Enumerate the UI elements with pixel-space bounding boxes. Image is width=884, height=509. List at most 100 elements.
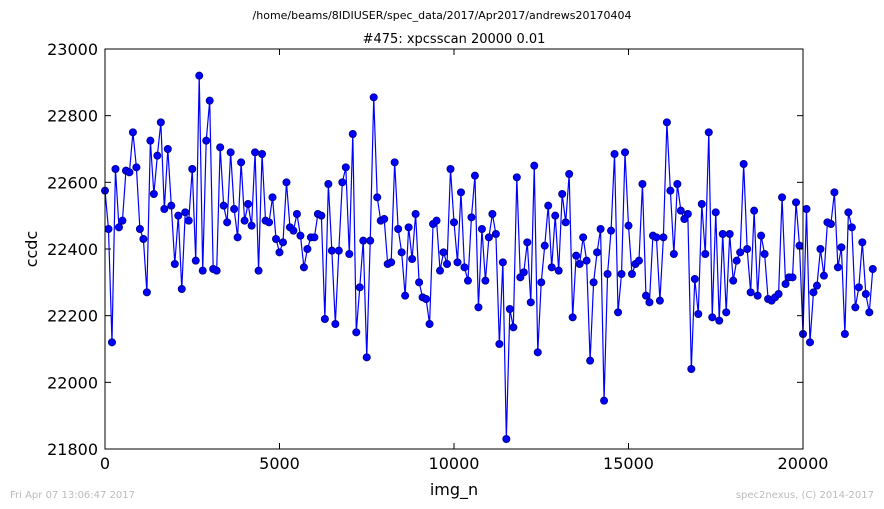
data-point xyxy=(453,258,462,267)
data-point xyxy=(816,244,825,253)
data-point xyxy=(673,179,682,188)
data-point xyxy=(118,216,127,225)
data-point xyxy=(205,96,214,105)
data-point xyxy=(341,163,350,172)
data-point xyxy=(505,304,514,313)
data-point xyxy=(226,148,235,157)
data-point xyxy=(593,248,602,257)
data-point xyxy=(725,229,734,238)
data-point xyxy=(139,234,148,243)
data-point xyxy=(526,298,535,307)
data-point xyxy=(561,218,570,227)
series-layer xyxy=(101,71,877,443)
data-point xyxy=(844,208,853,217)
data-point xyxy=(170,259,179,268)
data-point xyxy=(324,179,333,188)
data-point xyxy=(662,118,671,127)
x-axis-label: img_n xyxy=(430,480,478,500)
data-point xyxy=(683,209,692,218)
data-point xyxy=(397,248,406,257)
data-point xyxy=(757,231,766,240)
data-point xyxy=(617,269,626,278)
data-point xyxy=(163,144,172,153)
data-point xyxy=(156,118,165,127)
data-point xyxy=(195,71,204,80)
y-tick-label: 22600 xyxy=(47,173,98,192)
data-point xyxy=(865,308,874,317)
data-point xyxy=(272,234,281,243)
data-point xyxy=(854,283,863,292)
data-point xyxy=(781,279,790,288)
y-tick-label: 22000 xyxy=(47,373,98,392)
data-point xyxy=(540,241,549,250)
data-point xyxy=(460,263,469,272)
data-point xyxy=(244,199,253,208)
data-point xyxy=(600,396,609,405)
data-point xyxy=(572,251,581,260)
data-point xyxy=(415,278,424,287)
data-point xyxy=(722,308,731,317)
data-point xyxy=(258,149,267,158)
data-point xyxy=(436,266,445,275)
data-point xyxy=(310,233,319,242)
data-point xyxy=(289,226,298,235)
data-point xyxy=(387,258,396,267)
data-point xyxy=(247,221,256,230)
data-point xyxy=(212,266,221,275)
data-point xyxy=(292,209,301,218)
data-point xyxy=(146,136,155,145)
y-tick-label: 22400 xyxy=(47,240,98,259)
x-tick-label: 10000 xyxy=(429,454,480,473)
data-point xyxy=(753,291,762,300)
data-point xyxy=(216,143,225,152)
data-point xyxy=(586,356,595,365)
data-point xyxy=(362,353,371,362)
data-point xyxy=(327,246,336,255)
data-point xyxy=(299,263,308,272)
data-point xyxy=(530,161,539,170)
data-point xyxy=(317,211,326,220)
data-point xyxy=(641,291,650,300)
data-point xyxy=(715,316,724,325)
data-point xyxy=(554,266,563,275)
data-point xyxy=(254,266,263,275)
data-point xyxy=(760,249,769,258)
data-point xyxy=(355,283,364,292)
data-point xyxy=(153,151,162,160)
data-point xyxy=(359,236,368,245)
data-point xyxy=(188,164,197,173)
data-point xyxy=(802,204,811,213)
data-point xyxy=(861,289,870,298)
data-point xyxy=(858,238,867,247)
data-point xyxy=(795,241,804,250)
data-point xyxy=(411,209,420,218)
data-point xyxy=(701,249,710,258)
x-tick-label: 5000 xyxy=(259,454,300,473)
data-point xyxy=(449,218,458,227)
data-point xyxy=(778,193,787,202)
data-point xyxy=(352,328,361,337)
data-point xyxy=(160,204,169,213)
data-point xyxy=(202,136,211,145)
data-point xyxy=(404,223,413,232)
data-point xyxy=(320,314,329,323)
data-point xyxy=(401,291,410,300)
data-point xyxy=(729,276,738,285)
data-point xyxy=(697,199,706,208)
data-point xyxy=(251,148,260,157)
data-point xyxy=(568,313,577,322)
data-point xyxy=(774,289,783,298)
data-point xyxy=(819,271,828,280)
data-point xyxy=(652,233,661,242)
data-point xyxy=(575,259,584,268)
y-tick-label: 22200 xyxy=(47,307,98,326)
data-point xyxy=(456,188,465,197)
data-point xyxy=(676,206,685,215)
data-point xyxy=(718,229,727,238)
data-point xyxy=(463,276,472,285)
data-point xyxy=(624,221,633,230)
data-point xyxy=(125,168,134,177)
data-point xyxy=(547,263,556,272)
data-point xyxy=(198,266,207,275)
data-point xyxy=(792,198,801,207)
